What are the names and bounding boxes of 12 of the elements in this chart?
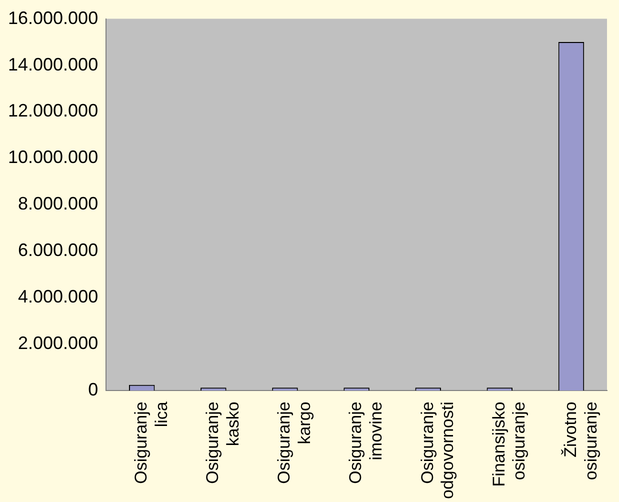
y-tick-label: 0 [88,380,98,400]
y-tick-label: 12.000.000 [8,100,98,121]
y-tick-label: 16.000.000 [8,8,98,28]
y-tick-label: 8.000.000 [18,194,98,214]
y-tick-label: 14.000.000 [8,54,98,74]
x-tick-label: Osiguranje kasko [203,402,243,484]
x-tick-label: Osiguranje kargo [274,402,314,484]
y-tick-label: 4.000.000 [18,286,98,307]
y-tick-label: 2.000.000 [18,333,98,354]
y-tick-label: 6.000.000 [18,240,98,260]
y-tick-label: 10.000.000 [8,147,98,168]
x-tick-label: Osiguranje lica [132,401,171,484]
